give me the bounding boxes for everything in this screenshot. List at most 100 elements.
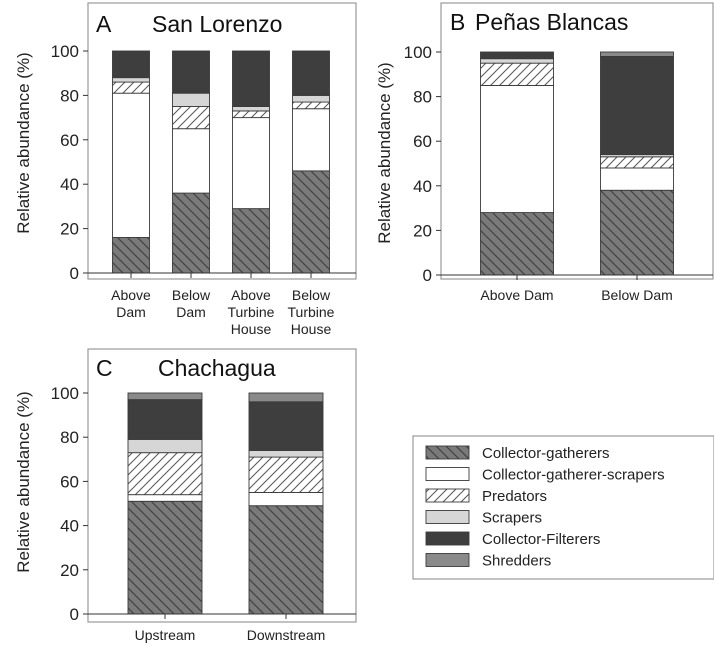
bar-segment-collector-gatherer-scrapers [172, 128, 210, 194]
y-tick-label: 100 [51, 384, 79, 403]
bar-segment-collector-gatherers [480, 212, 554, 276]
y-tick-label: 40 [60, 517, 79, 536]
bar-segment-collector-gatherer-scrapers [600, 167, 674, 191]
bar-segment-collector-filterers [248, 401, 324, 451]
x-category-label: Downstream [247, 627, 326, 643]
y-tick-label: 20 [60, 220, 79, 239]
x-category-label: House [291, 321, 332, 337]
bar-segment-predators [480, 62, 554, 86]
x-category-label: Turbine [228, 304, 275, 320]
bar-segment-scrapers [127, 438, 203, 454]
legend-label: Predators [482, 488, 547, 505]
y-tick-label: 80 [60, 86, 79, 105]
bar-segment-collector-filterers [112, 50, 150, 79]
legend-label: Shredders [482, 553, 551, 570]
legend-swatch [425, 531, 470, 546]
bar-segment-collector-filterers [600, 56, 674, 156]
bar-segment-predators [232, 110, 270, 119]
y-tick-label: 100 [51, 42, 79, 61]
bar-segment-collector-gatherers [127, 500, 203, 615]
legend-label: Collector-Filterers [482, 531, 600, 548]
panel-letter: C [96, 355, 113, 381]
legend-item: Shredders [425, 553, 551, 570]
bar-segment-scrapers [292, 94, 330, 103]
legend-swatch [425, 510, 470, 524]
legend-item: Collector-gatherer-scrapers [425, 467, 665, 484]
chart-panel-A: 0 20 40 60 80 100 Relative abundance (%) A San L… [14, 2, 357, 337]
bar-segment-shredders [600, 51, 674, 57]
y-tick-label: 40 [60, 175, 79, 194]
bar-segment-scrapers [172, 92, 210, 107]
y-tick-label: 80 [60, 428, 79, 447]
x-category-label: Turbine [288, 304, 335, 320]
chart-panel-C: 0 20 40 60 80 100 Relative abundance (%) C Chach… [14, 348, 357, 643]
bar-segment-predators [112, 81, 150, 94]
chart-panel-B: 0 20 40 60 80 100 Relative abundance (%) B Peñas… [375, 2, 714, 303]
bar-segment-collector-filterers [232, 50, 270, 107]
panel-title: San Lorenzo [152, 11, 282, 37]
y-tick-label: 0 [70, 605, 79, 624]
y-tick-label: 0 [70, 264, 79, 283]
legend-label: Collector-gatherer-scrapers [482, 467, 665, 484]
legend-label: Scrapers [482, 510, 542, 527]
panel-title: Peñas Blancas [475, 9, 628, 35]
x-category-label: Above [231, 287, 271, 303]
bar-segment-collector-gatherer-scrapers [127, 494, 203, 502]
x-category-label: Above [111, 287, 151, 303]
bar-segment-collector-gatherer-scrapers [112, 92, 150, 238]
legend-swatch [425, 488, 470, 503]
bar-segment-collector-gatherers [600, 189, 674, 276]
x-category-label: Below [172, 287, 211, 303]
bar-segment-collector-gatherers [112, 237, 150, 274]
y-axis-label: Relative abundance (%) [14, 391, 33, 572]
bar-segment-collector-gatherer-scrapers [480, 84, 554, 214]
bar-segment-collector-gatherers [292, 170, 330, 274]
y-axis-label: Relative abundance (%) [375, 62, 394, 243]
panel-letter: A [96, 11, 112, 37]
y-tick-label: 20 [60, 561, 79, 580]
bar-segment-collector-filterers [172, 50, 210, 94]
y-tick-label: 80 [413, 88, 432, 107]
legend-label: Collector-gatherers [482, 445, 610, 462]
bar-segment-scrapers [248, 450, 324, 458]
x-category-label: Below Dam [601, 287, 673, 303]
bar-segment-collector-filterers [127, 399, 203, 440]
y-tick-label: 20 [413, 221, 432, 240]
x-category-label: Upstream [135, 627, 196, 643]
bar-segment-predators [248, 456, 324, 493]
bar-segment-collector-filterers [292, 50, 330, 96]
bar-segment-predators [172, 106, 210, 130]
legend-item: Collector-gatherers [425, 445, 610, 462]
bar-segment-predators [127, 452, 203, 496]
x-category-label: Below [292, 287, 331, 303]
panel-letter: B [450, 9, 465, 35]
bar-segment-collector-gatherer-scrapers [248, 492, 324, 507]
legend: Collector-gatherers Collector-gatherer-sc… [412, 435, 714, 580]
bar-segment-shredders [248, 392, 324, 403]
y-tick-label: 60 [60, 131, 79, 150]
bar-segment-predators [600, 156, 674, 169]
bar-segment-predators [292, 101, 330, 110]
x-category-label: Dam [176, 304, 206, 320]
panel-title: Chachagua [158, 355, 276, 381]
y-tick-label: 60 [60, 472, 79, 491]
bar-segment-scrapers [112, 77, 150, 83]
bar-segment-scrapers [480, 58, 554, 64]
y-axis-label: Relative abundance (%) [14, 52, 33, 233]
legend-swatch [425, 467, 470, 481]
bar-segment-shredders [127, 392, 203, 401]
x-category-label: Dam [116, 304, 146, 320]
bar-segment-collector-gatherers [232, 208, 270, 274]
legend-item: Predators [425, 488, 547, 505]
y-tick-label: 40 [413, 177, 432, 196]
bar-segment-collector-gatherers [248, 505, 324, 615]
legend-item: Collector-Filterers [425, 531, 600, 548]
legend-item: Scrapers [425, 510, 542, 527]
chart-panels: 0 20 40 60 80 100 Relative abundance (%) A San L… [14, 2, 714, 643]
x-category-label: Above Dam [480, 287, 553, 303]
bar-segment-collector-gatherer-scrapers [292, 108, 330, 172]
y-tick-label: 60 [413, 132, 432, 151]
bar-segment-collector-gatherer-scrapers [232, 117, 270, 210]
y-tick-label: 0 [423, 266, 432, 285]
